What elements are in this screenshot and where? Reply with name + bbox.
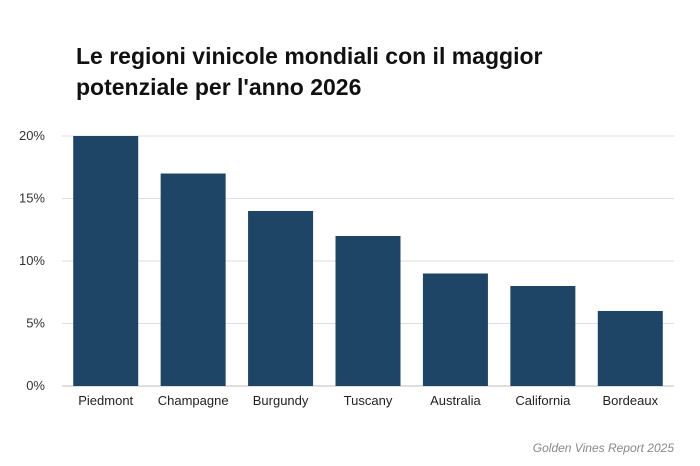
y-tick-label: 15% bbox=[19, 191, 45, 206]
chart-title: Le regioni vinicole mondiali con il magg… bbox=[76, 43, 543, 100]
y-axis-ticks: 0% 5% 10% 15% 20% bbox=[19, 128, 45, 393]
source-note: Golden Vines Report 2025 bbox=[532, 441, 674, 455]
bar-california bbox=[510, 286, 576, 386]
bar-australia bbox=[422, 273, 488, 386]
y-tick-label: 5% bbox=[26, 316, 45, 331]
x-category-label: Bordeaux bbox=[602, 393, 658, 408]
y-tick-label: 20% bbox=[19, 128, 45, 143]
y-tick-label: 10% bbox=[19, 253, 45, 268]
x-category-label: California bbox=[515, 393, 571, 408]
bar-tuscany bbox=[335, 236, 401, 386]
x-axis-labels: Piedmont Champagne Burgundy Tuscany Australi… bbox=[78, 393, 658, 408]
bar-burgundy bbox=[248, 211, 314, 386]
x-category-label: Australia bbox=[430, 393, 481, 408]
x-category-label: Tuscany bbox=[344, 393, 393, 408]
y-tick-label: 0% bbox=[26, 378, 45, 393]
x-category-label: Champagne bbox=[158, 393, 229, 408]
bar-piedmont bbox=[73, 136, 139, 386]
bar-bordeaux bbox=[597, 311, 663, 386]
x-category-label: Piedmont bbox=[78, 393, 133, 408]
x-category-label: Burgundy bbox=[253, 393, 309, 408]
bar-champagne bbox=[160, 173, 226, 386]
bars bbox=[73, 136, 663, 386]
